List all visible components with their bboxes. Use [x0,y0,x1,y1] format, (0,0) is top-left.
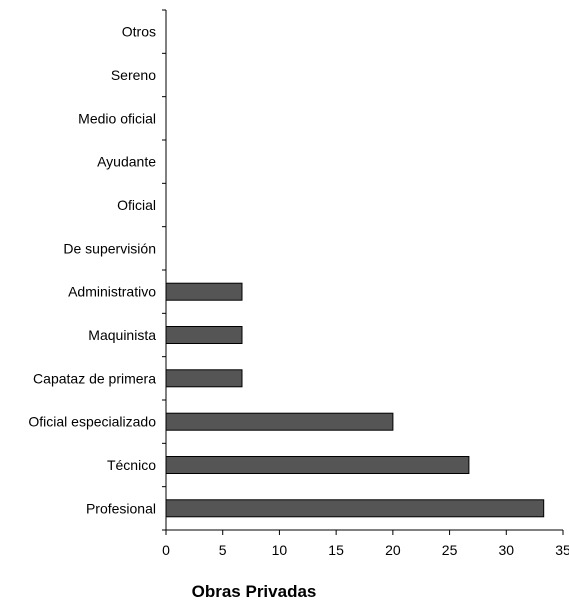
category-label: Técnico [107,457,156,473]
x-tick-label: 20 [385,542,401,558]
axes [162,9,564,535]
category-label: Maquinista [88,327,156,343]
x-tick-label: 5 [219,542,227,558]
x-tick-label: 10 [272,542,288,558]
bar-administrativo [165,282,243,301]
category-label: Profesional [86,500,156,516]
category-label: De supervisión [63,240,156,256]
x-tick-labels: 0 5 10 15 20 25 30 35 [162,542,569,558]
x-axis-label: Obras Privadas [192,582,317,601]
bar-oficial-especializado [165,412,394,431]
category-label: Capataz de primera [33,370,156,386]
category-label: Administrativo [68,284,156,300]
bar-capataz-de-primera [165,369,243,388]
bar-maquinista [165,326,243,344]
category-label: Oficial especializado [28,414,156,430]
bar-profesional [165,499,545,518]
category-label: Ayudante [97,154,156,170]
category-label: Sereno [111,67,156,83]
x-tick-label: 15 [328,542,344,558]
category-label: Oficial [117,197,156,213]
bar-t-cnico [165,456,470,474]
bars [165,282,545,518]
x-tick-label: 30 [499,542,515,558]
x-tick-label: 35 [555,542,569,558]
category-label: Otros [122,24,156,40]
category-label: Medio oficial [78,110,156,126]
x-tick-label: 25 [442,542,458,558]
category-labels: Otros Sereno Medio oficial Ayudante Oficial D… [28,24,156,517]
x-tick-label: 0 [162,542,170,558]
